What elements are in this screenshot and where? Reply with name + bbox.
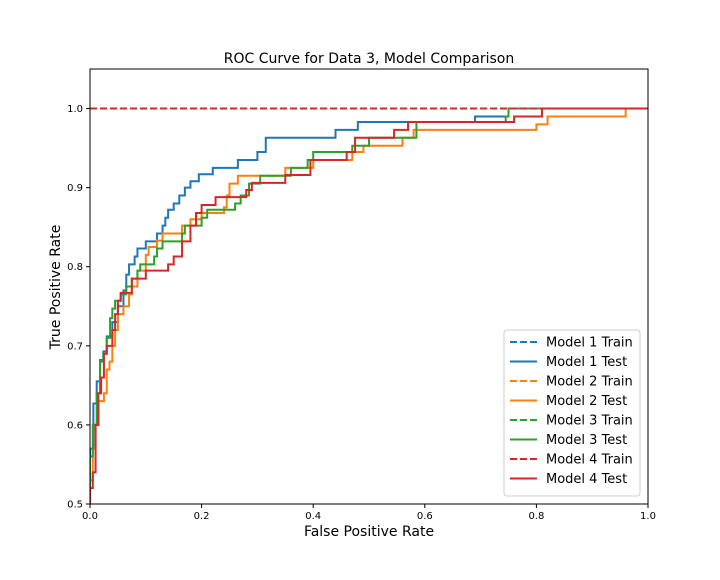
legend-label-4: Model 3 Train	[546, 414, 633, 429]
x-tick-label: 0.4	[305, 511, 321, 522]
y-axis-label: True Positive Rate	[48, 225, 64, 351]
y-axis: 0.5 0.6 0.7 0.8 0.9 1.0	[67, 104, 90, 511]
y-tick-label: 0.8	[67, 262, 83, 273]
series-line-3	[90, 107, 648, 504]
legend-label-7: Model 4 Test	[546, 472, 627, 487]
legend: Model 1 Train Model 1 Test Model 2 Train Mo…	[503, 329, 641, 497]
legend-label-5: Model 3 Test	[546, 433, 627, 448]
series-line-5	[90, 107, 648, 504]
y-tick-label: 0.7	[67, 341, 83, 352]
x-axis-label: False Positive Rate	[304, 524, 434, 540]
legend-label-1: Model 1 Test	[546, 355, 627, 370]
plot-frame	[89, 68, 649, 505]
chart-title: ROC Curve for Data 3, Model Comparison	[224, 51, 514, 67]
legend-label-2: Model 2 Train	[546, 375, 633, 390]
y-tick-label: 0.9	[67, 183, 83, 194]
legend-box	[503, 329, 641, 497]
x-axis: 0.0 0.2 0.4 0.6 0.8 1.0	[82, 504, 656, 522]
legend-label-3: Model 2 Test	[546, 394, 627, 409]
x-tick-label: 0.6	[417, 511, 433, 522]
series-line-7	[90, 107, 648, 504]
y-tick-label: 1.0	[67, 104, 83, 115]
x-tick-label: 1.0	[640, 511, 656, 522]
x-tick-label: 0.8	[528, 511, 544, 522]
y-tick-label: 0.5	[67, 500, 83, 511]
y-tick-label: 0.6	[67, 420, 83, 431]
x-tick-label: 0.2	[194, 511, 210, 522]
series-layer	[90, 107, 648, 504]
legend-label-0: Model 1 Train	[546, 336, 633, 351]
legend-label-6: Model 4 Train	[546, 453, 633, 468]
x-tick-label: 0.0	[82, 511, 98, 522]
